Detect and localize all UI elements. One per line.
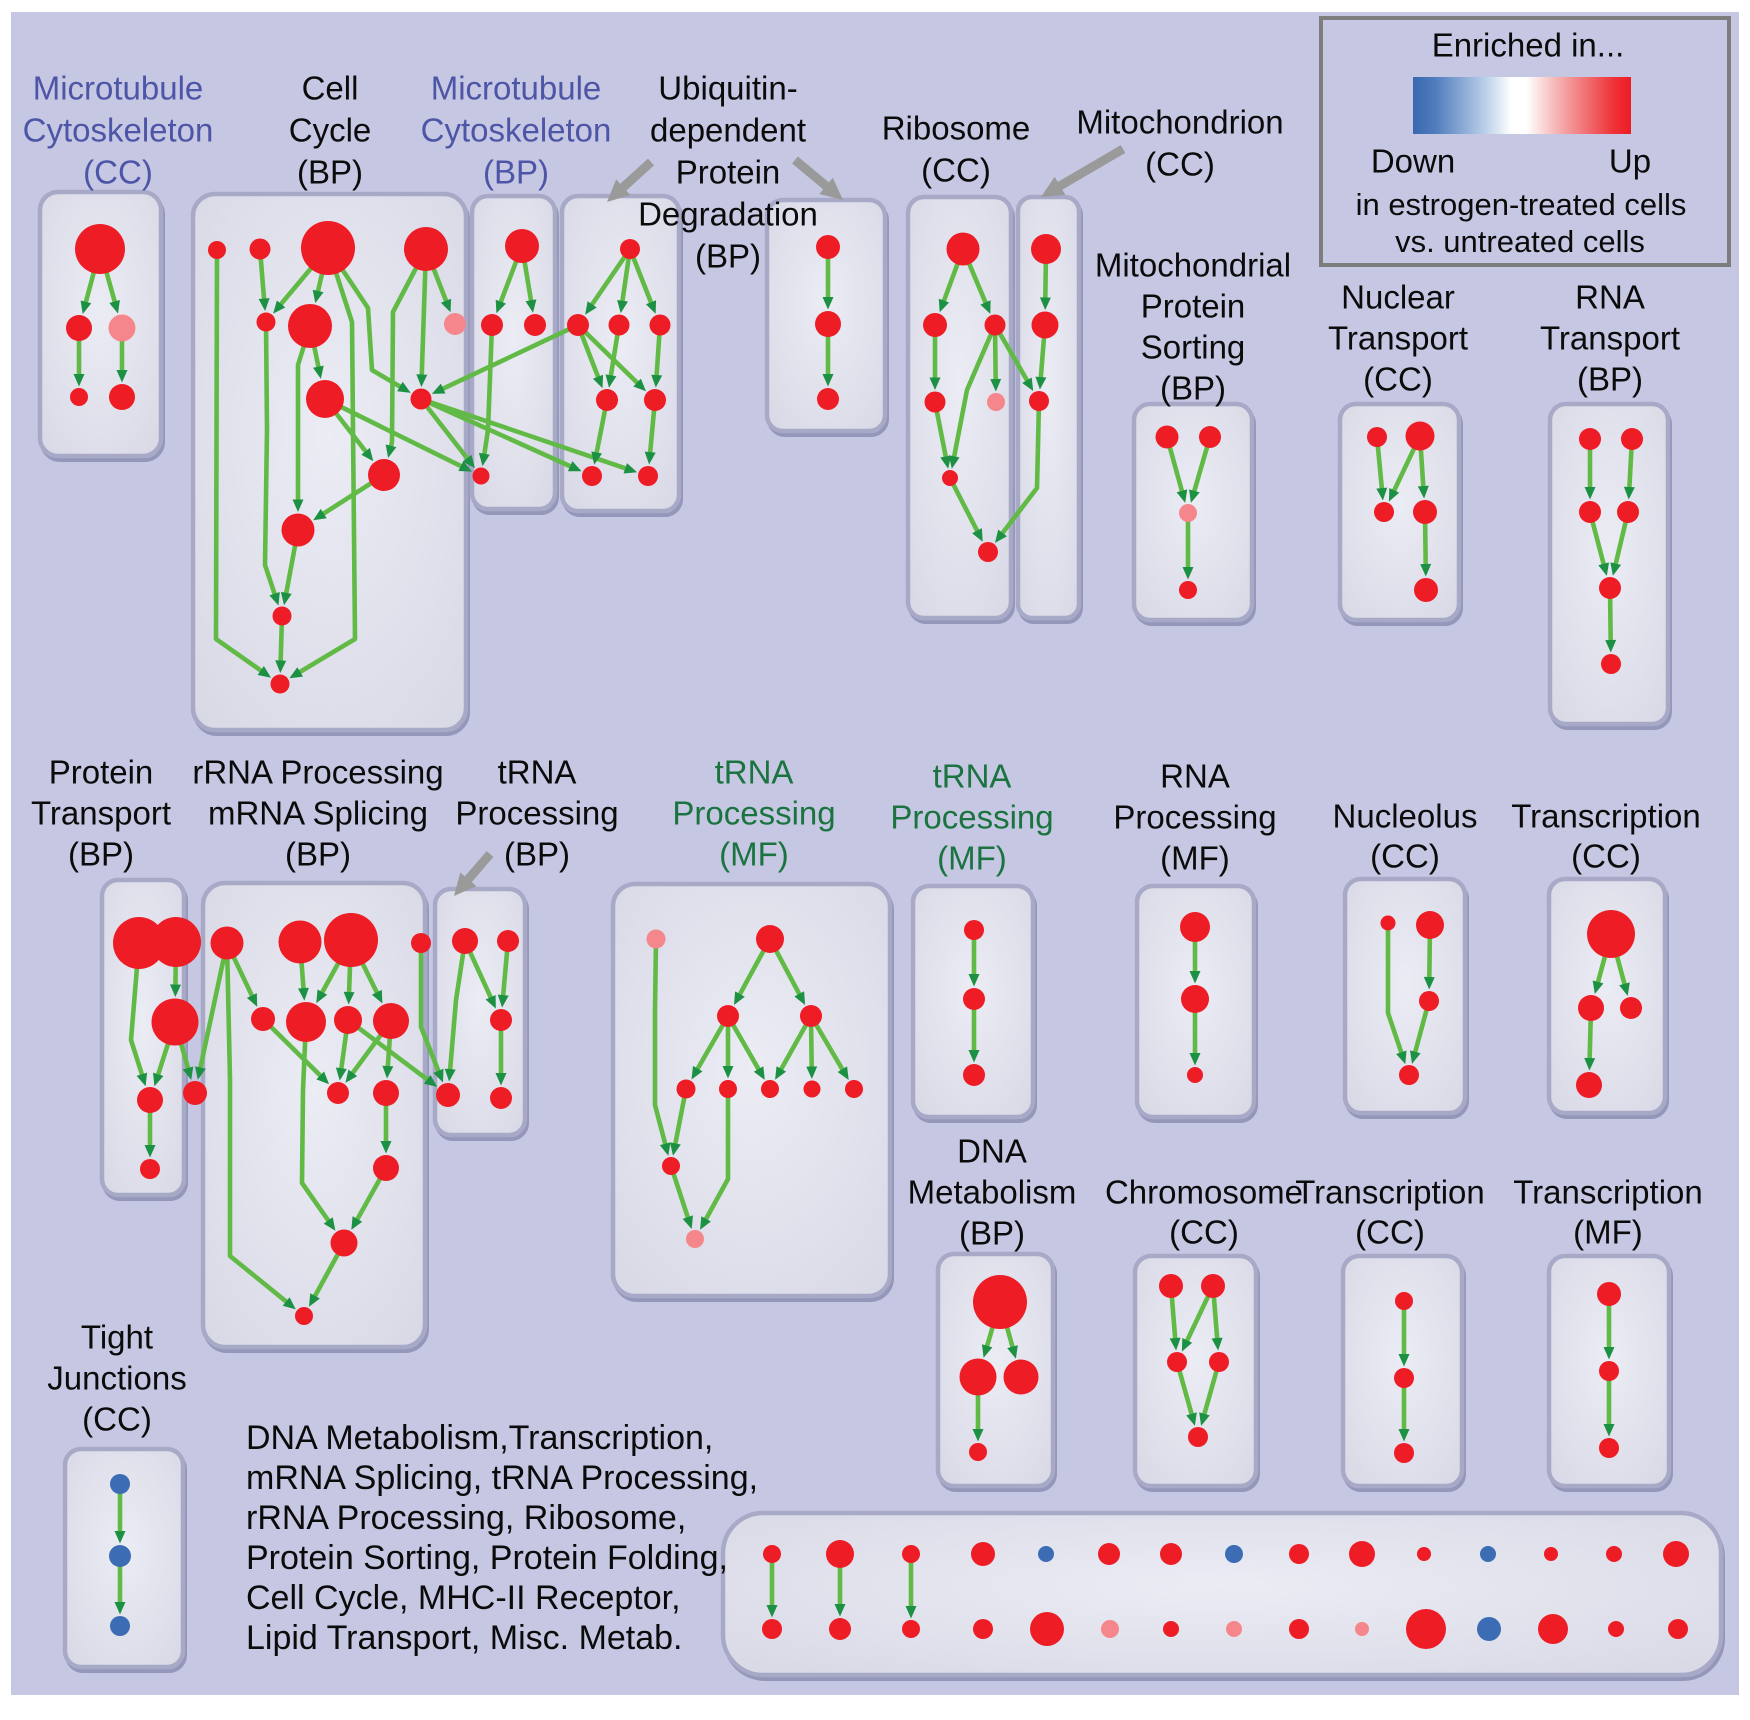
svg-text:Nuclear: Nuclear — [1341, 279, 1455, 316]
svg-text:(BP): (BP) — [1577, 361, 1643, 398]
svg-text:Protein: Protein — [49, 754, 154, 791]
svg-text:Mitochondrion: Mitochondrion — [1076, 104, 1283, 141]
svg-text:Protein: Protein — [676, 154, 781, 191]
svg-text:Cell Cycle, MHC-II Receptor,: Cell Cycle, MHC-II Receptor, — [246, 1579, 681, 1617]
svg-text:Protein: Protein — [1141, 288, 1246, 325]
svg-text:Transport: Transport — [1540, 320, 1680, 357]
svg-text:(BP): (BP) — [959, 1215, 1025, 1252]
svg-text:Enriched in...: Enriched in... — [1432, 27, 1625, 64]
svg-text:(MF): (MF) — [719, 836, 789, 873]
svg-text:(CC): (CC) — [1363, 361, 1433, 398]
svg-text:RNA: RNA — [1575, 279, 1645, 316]
svg-text:Up: Up — [1609, 143, 1651, 180]
svg-text:(BP): (BP) — [285, 836, 351, 873]
svg-text:(MF): (MF) — [1160, 840, 1230, 877]
svg-text:Processing: Processing — [890, 799, 1053, 836]
svg-text:rRNA Processing: rRNA Processing — [192, 754, 443, 791]
svg-text:Mitochondrial: Mitochondrial — [1095, 247, 1291, 284]
svg-text:(MF): (MF) — [937, 840, 1007, 877]
svg-text:in estrogen-treated cells: in estrogen-treated cells — [1356, 187, 1687, 222]
svg-text:(CC): (CC) — [1145, 146, 1215, 183]
svg-text:(CC): (CC) — [82, 1401, 152, 1438]
svg-text:(BP): (BP) — [504, 836, 570, 873]
svg-text:Microtubule: Microtubule — [431, 70, 602, 107]
svg-text:rRNA Processing, Ribosome,: rRNA Processing, Ribosome, — [246, 1499, 686, 1537]
svg-text:DNA: DNA — [957, 1133, 1027, 1170]
svg-text:Microtubule: Microtubule — [33, 70, 204, 107]
svg-text:Metabolism: Metabolism — [908, 1174, 1077, 1211]
svg-text:Ubiquitin-: Ubiquitin- — [658, 70, 797, 107]
svg-text:Transcription: Transcription — [1513, 1174, 1703, 1211]
svg-text:RNA: RNA — [1160, 758, 1230, 795]
svg-text:(CC): (CC) — [1370, 838, 1440, 875]
svg-text:DNA Metabolism,Transcription,: DNA Metabolism,Transcription, — [246, 1419, 713, 1457]
svg-text:(BP): (BP) — [68, 836, 134, 873]
svg-text:Tight: Tight — [81, 1319, 153, 1356]
svg-text:(CC): (CC) — [1571, 838, 1641, 875]
svg-text:Degradation: Degradation — [638, 196, 818, 233]
svg-text:(BP): (BP) — [695, 238, 761, 275]
svg-text:Cell: Cell — [302, 70, 359, 107]
svg-text:(CC): (CC) — [83, 154, 153, 191]
svg-text:(CC): (CC) — [921, 152, 991, 189]
svg-text:Lipid Transport, Misc. Metab.: Lipid Transport, Misc. Metab. — [246, 1619, 683, 1657]
svg-text:Protein Sorting, Protein Foldi: Protein Sorting, Protein Folding, — [246, 1539, 728, 1577]
svg-text:(BP): (BP) — [483, 154, 549, 191]
svg-text:Junctions: Junctions — [47, 1360, 186, 1397]
svg-text:Transport: Transport — [1328, 320, 1468, 357]
svg-text:Cytoskeleton: Cytoskeleton — [421, 112, 612, 149]
svg-text:Chromosome: Chromosome — [1105, 1174, 1303, 1211]
svg-text:vs. untreated cells: vs. untreated cells — [1395, 224, 1645, 259]
svg-text:(MF): (MF) — [1573, 1214, 1643, 1251]
svg-text:Processing: Processing — [672, 795, 835, 832]
svg-text:(CC): (CC) — [1169, 1214, 1239, 1251]
svg-text:Processing: Processing — [1113, 799, 1276, 836]
svg-text:Nucleolus: Nucleolus — [1333, 798, 1478, 835]
svg-text:Cytoskeleton: Cytoskeleton — [23, 112, 214, 149]
svg-text:Ribosome: Ribosome — [882, 110, 1031, 147]
svg-text:(CC): (CC) — [1355, 1214, 1425, 1251]
svg-text:dependent: dependent — [650, 112, 806, 149]
svg-text:mRNA Splicing: mRNA Splicing — [208, 795, 428, 832]
svg-text:Transcription: Transcription — [1295, 1174, 1485, 1211]
svg-text:mRNA Splicing, tRNA Processing: mRNA Splicing, tRNA Processing, — [246, 1459, 758, 1497]
svg-text:tRNA: tRNA — [715, 754, 794, 791]
svg-text:Processing: Processing — [455, 795, 618, 832]
svg-text:tRNA: tRNA — [933, 758, 1012, 795]
svg-text:Down: Down — [1371, 143, 1455, 180]
svg-text:Sorting: Sorting — [1141, 329, 1246, 366]
svg-text:Transcription: Transcription — [1511, 798, 1701, 835]
svg-text:Transport: Transport — [31, 795, 171, 832]
svg-text:Cycle: Cycle — [289, 112, 372, 149]
svg-text:(BP): (BP) — [1160, 370, 1226, 407]
svg-text:tRNA: tRNA — [498, 754, 577, 791]
svg-text:(BP): (BP) — [297, 154, 363, 191]
